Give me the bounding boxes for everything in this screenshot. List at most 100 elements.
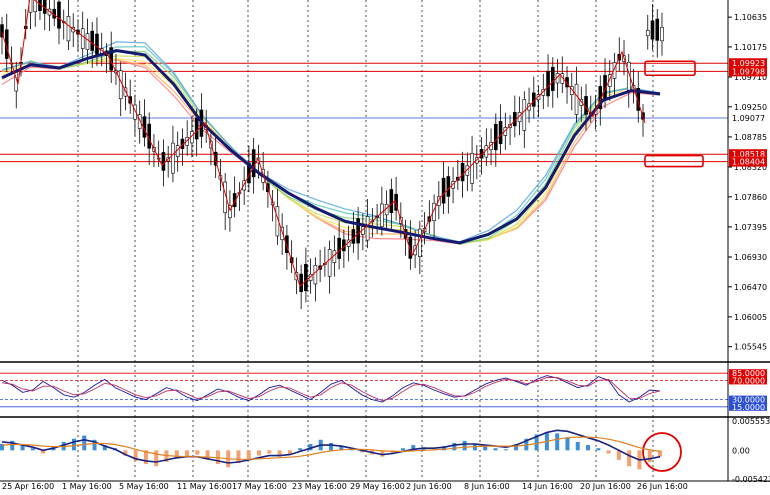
y-tick-label: 1.05545 [734,343,767,352]
x-tick-label: 1 May 16:00 [62,482,112,491]
candle-body [522,99,527,131]
candle-body [57,1,61,29]
macd-y-tick-label: 0.0055538 [732,417,770,426]
macd-histogram-bar [339,446,344,451]
y-tick-label: 1.07860 [734,193,767,202]
x-tick-label: 8 Jun 16:00 [464,482,510,491]
resistance-annotation-box [644,60,696,77]
y-tick-label: 1.06930 [734,253,767,262]
price-tag-label: 1.09798 [732,67,765,76]
macd-histogram-bar [483,446,488,451]
candle-body [337,237,341,259]
stoch-level-label: 85.0000 [732,369,765,378]
price-tag [729,66,767,77]
price-tag [729,156,767,167]
candle-body [389,189,394,213]
candle-body [612,62,617,79]
macd-histogram-bar [20,445,25,451]
candle-body [541,88,546,96]
candle-body [446,176,451,197]
candle-body [569,86,574,95]
macd-histogram-bar [287,450,292,455]
macd-highlight-circle [642,432,682,472]
y-tick-label: 1.07395 [734,223,767,232]
macd-histogram-bar [143,450,148,465]
candle-body [285,235,289,253]
candle-body [655,18,660,41]
candle-body [351,229,356,244]
x-tick-label: 29 May 16:00 [350,482,405,491]
macd-histogram-bar [82,435,87,451]
candle-body [494,123,498,151]
macd-histogram-bar [92,439,97,451]
candle-body [28,0,33,13]
candle-body [299,273,303,293]
macd-histogram-bar [246,450,251,459]
candle-body [574,83,579,115]
macd-histogram-bar [30,448,35,451]
candle-body [38,0,42,11]
price-tag-label: 1.09923 [732,59,765,68]
macd-histogram-bar [411,445,416,451]
macd-histogram-bar [616,450,621,460]
macd-series-line [1,429,661,464]
x-tick-label: 17 May 16:00 [232,482,287,491]
candle-body [441,177,446,204]
macd-histogram-bar [41,450,46,454]
macd-histogram-bar [627,450,632,467]
candle-body [380,203,384,227]
macd-histogram-bar [195,450,200,455]
x-tick-label: 26 Jun 16:00 [637,482,688,491]
macd-histogram-bar [442,446,447,451]
x-tick-label: 23 May 16:00 [292,482,347,491]
candle-body [133,104,137,120]
macd-histogram-bar [205,450,210,460]
macd-histogram-bar [565,437,570,451]
support-annotation-box [644,154,704,168]
candle-body [546,70,550,97]
stoch-level-label: 15.0000 [732,403,765,412]
macd-histogram-bar [452,442,457,451]
annotations [642,60,704,472]
candle-body [579,98,584,106]
macd-histogram-bar [534,434,539,451]
price-tag-label: 1.09077 [732,114,765,123]
trend-line-path [1,48,661,245]
candle-body [650,20,655,40]
y-tick-label: 1.09710 [734,73,767,82]
macd-histogram-bar [0,444,4,451]
candle-body [171,142,175,174]
macd-histogram-bar [133,450,138,461]
candle-body [527,103,531,111]
macd-histogram-bar [606,450,611,454]
price-tag [729,113,767,124]
macd-histogram-bar [154,450,159,467]
candle-body [365,216,370,241]
macd-histogram-bar [174,450,179,459]
candle-body [228,205,232,219]
y-tick-label: 1.10175 [734,43,767,52]
candle-body [242,180,246,191]
stoch-level-label: 70.0000 [732,376,765,385]
candle-body [418,228,422,257]
trend-line [1,48,661,245]
candle-body [498,121,503,145]
candle-body [161,152,166,171]
candle-body [550,66,555,91]
x-tick-label: 25 Apr 16:00 [2,482,54,491]
macd-histogram-bar [308,444,313,451]
macd-histogram-bar [575,441,580,451]
candle-body [460,162,465,182]
candle-body [470,152,474,184]
candle-body [90,30,95,51]
candle-body [33,0,38,12]
stoch-level-tag [729,395,767,404]
candle-body [0,24,4,38]
macd-histogram-bar [380,450,385,457]
macd-y-tick-label: -0.0054237 [732,475,770,484]
stoch-level-label: 30.0000 [732,396,765,405]
macd-histogram-bar [123,450,128,456]
macd-histogram-bar [647,450,652,462]
